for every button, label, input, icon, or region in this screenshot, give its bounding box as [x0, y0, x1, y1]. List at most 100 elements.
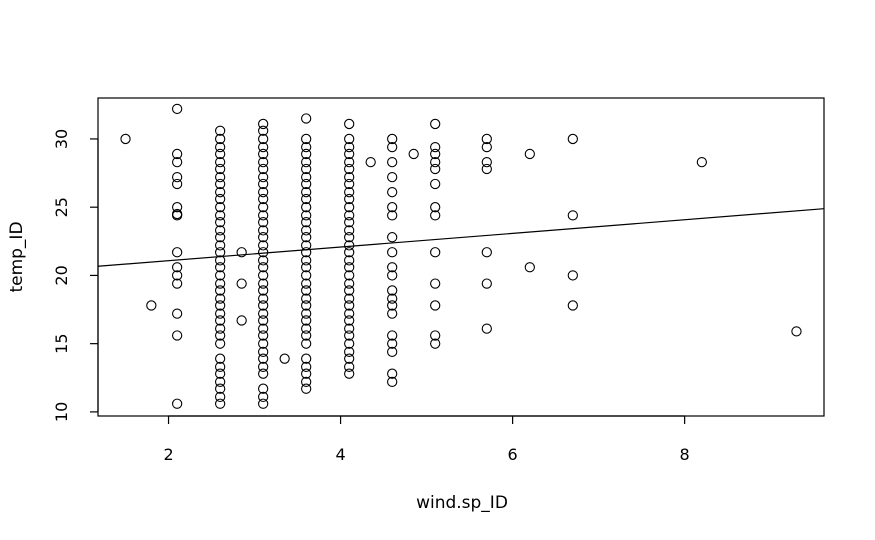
- x-tick-label: 8: [680, 445, 690, 464]
- data-point: [301, 383, 312, 394]
- data-point: [258, 293, 269, 304]
- data-point: [387, 368, 398, 379]
- data-point: [481, 141, 492, 153]
- data-point: [214, 202, 226, 213]
- data-point: [387, 293, 398, 304]
- data-point: [214, 148, 226, 160]
- data-point: [344, 346, 355, 357]
- data-point: [258, 217, 269, 228]
- data-point: [481, 247, 492, 258]
- data-point: [258, 398, 269, 409]
- data-point: [481, 133, 492, 145]
- x-tick-label: 4: [335, 445, 345, 464]
- data-point: [430, 178, 441, 190]
- data-point: [258, 330, 269, 341]
- data-point: [171, 202, 183, 213]
- data-point: [301, 156, 312, 168]
- data-point: [301, 285, 312, 296]
- data-point: [430, 338, 441, 349]
- data-point: [214, 156, 226, 168]
- data-point: [214, 270, 226, 281]
- data-point: [301, 202, 312, 213]
- data-point: [258, 368, 269, 379]
- data-point: [258, 193, 269, 205]
- data-point: [171, 308, 183, 319]
- data-point: [258, 315, 269, 326]
- data-point: [430, 247, 441, 258]
- data-point: [214, 376, 226, 388]
- data-point: [146, 300, 157, 311]
- y-tick-label: 30: [52, 129, 71, 149]
- data-point: [214, 217, 226, 228]
- data-point: [344, 368, 355, 379]
- data-point: [258, 255, 269, 266]
- data-point: [387, 346, 398, 357]
- data-point: [258, 118, 269, 130]
- data-point: [430, 210, 441, 221]
- data-point: [301, 330, 312, 341]
- data-point: [301, 178, 312, 190]
- data-point: [387, 187, 398, 198]
- data-point: [258, 346, 269, 357]
- data-point: [430, 202, 441, 213]
- data-point: [567, 270, 578, 281]
- data-point: [344, 163, 355, 175]
- data-point: [258, 125, 269, 136]
- data-point: [301, 247, 312, 258]
- x-tick-label: 2: [163, 445, 173, 464]
- data-point: [301, 172, 312, 183]
- data-point: [258, 148, 269, 160]
- data-point: [387, 247, 398, 258]
- regression-line-layer: [97, 208, 825, 267]
- data-point: [214, 278, 226, 289]
- y-tick-label: 25: [52, 197, 71, 217]
- data-point: [344, 172, 355, 183]
- data-point: [344, 361, 355, 373]
- data-point: [344, 338, 355, 349]
- data-point: [430, 156, 441, 168]
- data-point: [214, 285, 226, 296]
- data-point: [567, 300, 578, 311]
- data-point: [214, 398, 226, 409]
- data-point: [171, 156, 183, 168]
- y-axis-label: temp_ID: [7, 221, 27, 292]
- data-point: [171, 398, 183, 409]
- data-point: [258, 202, 269, 213]
- data-point: [301, 338, 312, 349]
- data-point: [258, 156, 269, 168]
- x-tick-label: 6: [508, 445, 518, 464]
- y-tick-label: 20: [52, 265, 71, 285]
- data-point: [214, 125, 226, 136]
- data-point: [301, 133, 312, 145]
- data-point: [258, 225, 269, 236]
- data-point: [258, 338, 269, 349]
- data-point: [301, 376, 312, 388]
- data-point: [344, 187, 355, 198]
- data-point: [258, 285, 269, 296]
- data-point: [214, 361, 226, 373]
- data-point: [214, 178, 226, 190]
- data-point: [344, 255, 355, 266]
- data-point: [344, 270, 355, 281]
- data-point: [344, 217, 355, 228]
- data-point: [430, 141, 441, 153]
- data-point: [301, 113, 312, 124]
- y-tick-label: 15: [52, 333, 71, 353]
- data-point: [214, 187, 226, 198]
- data-point: [171, 278, 183, 289]
- data-point: [387, 376, 398, 388]
- data-point: [387, 156, 398, 168]
- data-point: [258, 353, 269, 364]
- data-point: [214, 338, 226, 349]
- data-point: [258, 278, 269, 289]
- data-point: [214, 262, 226, 273]
- data-point: [387, 300, 398, 311]
- data-point: [344, 308, 355, 319]
- data-point: [301, 368, 312, 379]
- data-point: [301, 278, 312, 289]
- data-point: [301, 293, 312, 304]
- data-point: [301, 308, 312, 319]
- data-point: [214, 225, 226, 236]
- data-point: [791, 326, 802, 337]
